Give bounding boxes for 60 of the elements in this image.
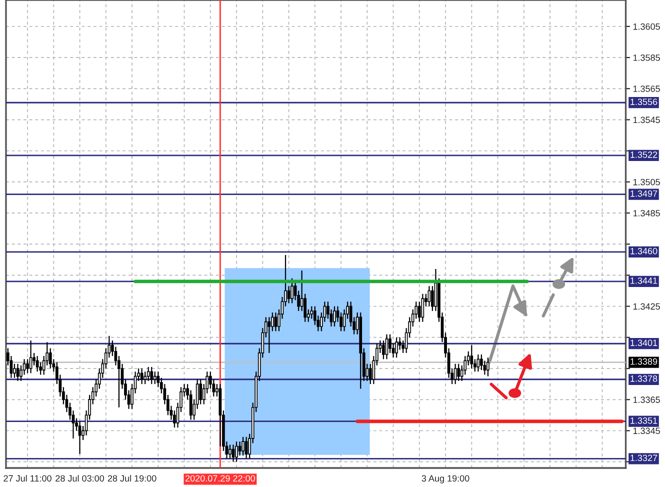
candlestick: [140, 368, 144, 385]
ref-line-label: 1.3441: [630, 277, 658, 284]
ref-line-label: 1.3556: [630, 98, 658, 106]
candlestick: [150, 366, 154, 385]
candlestick: [78, 420, 82, 455]
candlestick: [470, 344, 474, 370]
candlestick: [395, 336, 398, 358]
candlestick: [382, 340, 385, 360]
candlestick: [457, 363, 460, 382]
x-tick-label: 2020.07.29 22:00: [186, 475, 255, 482]
candlestick: [13, 363, 16, 378]
ref-line-label: 1.3389: [630, 358, 658, 365]
y-tick-label: 1.3345: [633, 428, 660, 434]
ref-line-label: 1.3497: [630, 190, 658, 197]
candlestick: [454, 363, 457, 385]
candlestick: [29, 340, 32, 374]
ref-line-label: 1.3522: [630, 152, 658, 158]
candlestick: [153, 371, 156, 385]
y-tick-label: 1.3485: [633, 210, 660, 216]
y-tick-label: 1.3605: [633, 23, 660, 30]
ref-line-label: 1.3351: [630, 417, 658, 424]
candlestick: [146, 366, 150, 382]
candlestick: [228, 444, 232, 460]
candlestick: [244, 436, 248, 460]
candlestick: [476, 354, 480, 372]
candlestick: [238, 441, 242, 456]
candlestick: [235, 441, 238, 462]
x-tick-label: 28 Jul 03:00: [56, 474, 104, 482]
candlestick: [388, 334, 392, 354]
candlestick: [368, 363, 372, 385]
candlestick: [418, 301, 421, 322]
candlestick: [333, 306, 336, 328]
candlestick: [242, 436, 244, 456]
y-tick-label: 1.3505: [633, 178, 660, 186]
x-tick-label: 28 Jul 19:00: [108, 474, 156, 482]
candlestick: [36, 356, 39, 372]
y-tick-label: 1.3585: [633, 54, 660, 61]
candlestick: [398, 336, 402, 350]
ref-line-label: 1.3460: [630, 248, 658, 254]
candlestick: [385, 334, 388, 360]
candlestick: [421, 293, 424, 322]
x-tick-label: 27 Jul 11:00: [4, 474, 52, 482]
candlestick: [199, 378, 202, 405]
x-tick-label: 3 Aug 19:00: [422, 475, 470, 484]
candlestick: [431, 286, 434, 312]
candlestick: [173, 410, 176, 428]
candlestick: [310, 306, 314, 320]
candlestick: [144, 371, 147, 385]
y-tick-label: 1.3365: [633, 396, 660, 403]
candlestick: [480, 354, 483, 371]
candlestick: [486, 357, 490, 377]
ref-line-label: 1.3401: [630, 340, 658, 346]
y-tick-label: 1.3545: [633, 116, 660, 124]
candlestick: [26, 358, 29, 374]
y-tick-label: 1.3565: [633, 86, 660, 92]
ref-line-label: 1.3378: [630, 375, 658, 382]
candlestick: [268, 316, 271, 354]
y-tick-label: 1.3425: [633, 303, 660, 310]
candlestick: [290, 278, 294, 304]
ref-line-label: 1.3327: [630, 454, 658, 462]
